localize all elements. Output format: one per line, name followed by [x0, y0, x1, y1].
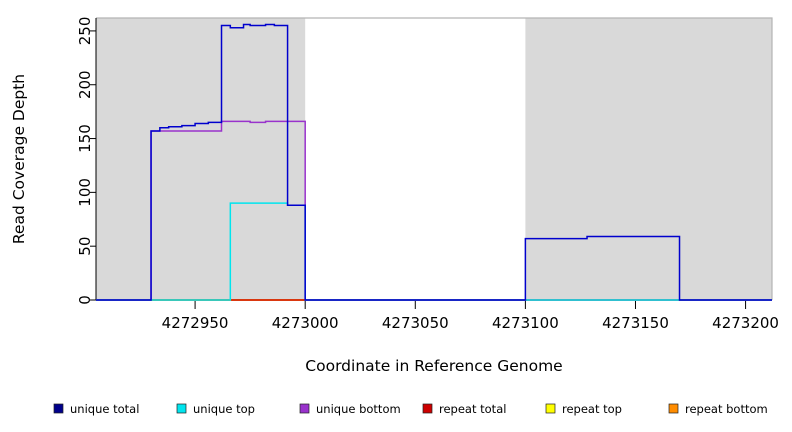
legend-swatch-repeat-total: [422, 403, 433, 414]
x-axis-title: Coordinate in Reference Genome: [305, 357, 562, 375]
y-tick-label-50: 50: [76, 237, 94, 256]
x-tick-label-4273150: 4273150: [602, 314, 669, 332]
x-tick-label-4272950: 4272950: [162, 314, 229, 332]
shaded-region-2: [525, 18, 772, 300]
legend-label-repeat-top: repeat top: [562, 402, 622, 416]
y-axis-title: Read Coverage Depth: [10, 74, 28, 244]
x-tick-label-4273200: 4273200: [712, 314, 779, 332]
x-tick-label-4273050: 4273050: [382, 314, 449, 332]
legend-label-repeat-bottom: repeat bottom: [685, 402, 768, 416]
legend-swatch-unique-top: [176, 403, 187, 414]
plot-frame: [96, 17, 773, 300]
y-tick-label-100: 100: [76, 178, 94, 207]
y-tick-label-150: 150: [76, 124, 94, 153]
legend-label-unique-bottom: unique bottom: [316, 402, 401, 416]
legend-swatch-unique-total: [53, 403, 64, 414]
y-tick-label-200: 200: [76, 70, 94, 99]
shaded-region-1: [96, 18, 306, 300]
legend-label-repeat-total: repeat total: [439, 402, 506, 416]
series-unique-total: [96, 23, 772, 301]
legend-swatch-repeat-bottom: [668, 403, 679, 414]
x-tick-label-4273100: 4273100: [492, 314, 559, 332]
legend-label-unique-total: unique total: [70, 402, 139, 416]
legend-swatch-unique-bottom: [299, 403, 310, 414]
y-tick-label-0: 0: [76, 295, 94, 305]
x-tick-label-4273000: 4273000: [272, 314, 339, 332]
legend-label-unique-top: unique top: [193, 402, 255, 416]
legend-swatch-repeat-top: [545, 403, 556, 414]
y-tick-label-250: 250: [76, 17, 94, 46]
